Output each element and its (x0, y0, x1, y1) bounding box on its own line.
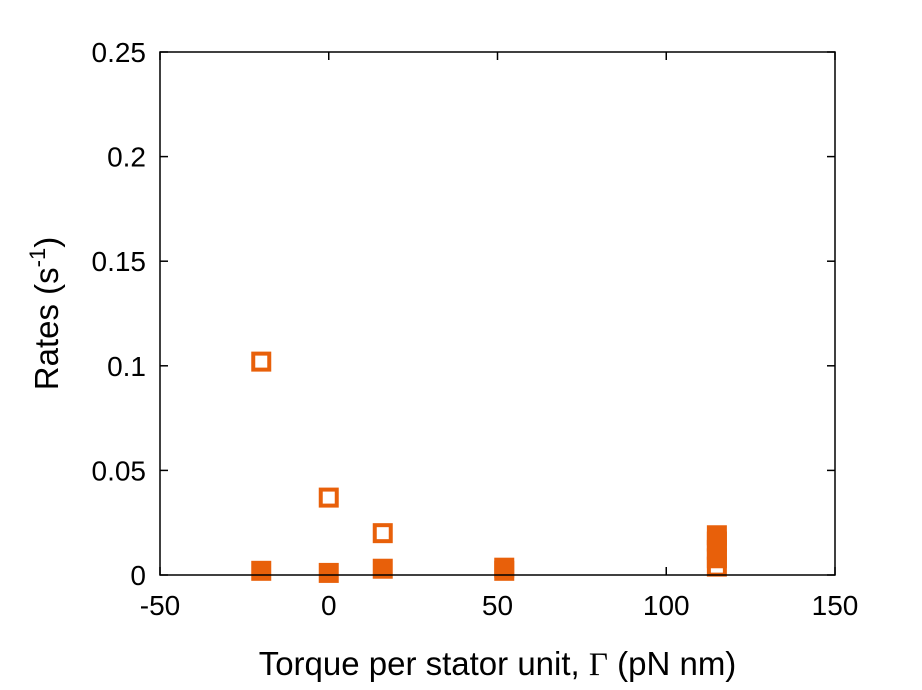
filled-square-marker (706, 525, 727, 546)
x-axis-label-prefix: Torque per stator unit, (259, 645, 589, 682)
y-axis-label: Rates (s-1) (25, 237, 65, 390)
filled-square-marker (494, 557, 515, 578)
y-tick-label: 0.15 (92, 246, 147, 277)
x-tick-label: -50 (140, 590, 180, 621)
open-square-marker (372, 523, 393, 544)
filled-square-marker (372, 558, 393, 579)
x-axis-label-symbol: Γ (589, 647, 608, 683)
y-axis-label-superscript: -1 (25, 248, 50, 268)
filled-square-marker (251, 560, 272, 581)
y-tick-label: 0.25 (92, 37, 147, 68)
open-square-marker (251, 351, 272, 372)
open-square-marker (318, 487, 339, 508)
plot-frame (159, 51, 836, 576)
x-tick-label: 0 (321, 590, 337, 621)
y-axis-label-prefix: Rates (s (28, 267, 65, 390)
x-tick-label: 50 (482, 590, 513, 621)
filled-square-marker (318, 562, 339, 583)
x-tick-label: 150 (812, 590, 859, 621)
plot-area (160, 52, 835, 575)
x-tick-label: 100 (643, 590, 690, 621)
x-axis-label-suffix: (pN nm) (608, 645, 736, 682)
y-tick-label: 0.2 (107, 142, 146, 173)
data-markers (251, 351, 727, 583)
y-axis-label-suffix: ) (28, 237, 65, 248)
y-tick-label: 0.05 (92, 455, 147, 486)
y-tick-label: 0 (130, 560, 146, 591)
y-tick-label: 0.1 (107, 351, 146, 382)
x-axis-label: Torque per stator unit, Γ (pN nm) (259, 645, 737, 683)
